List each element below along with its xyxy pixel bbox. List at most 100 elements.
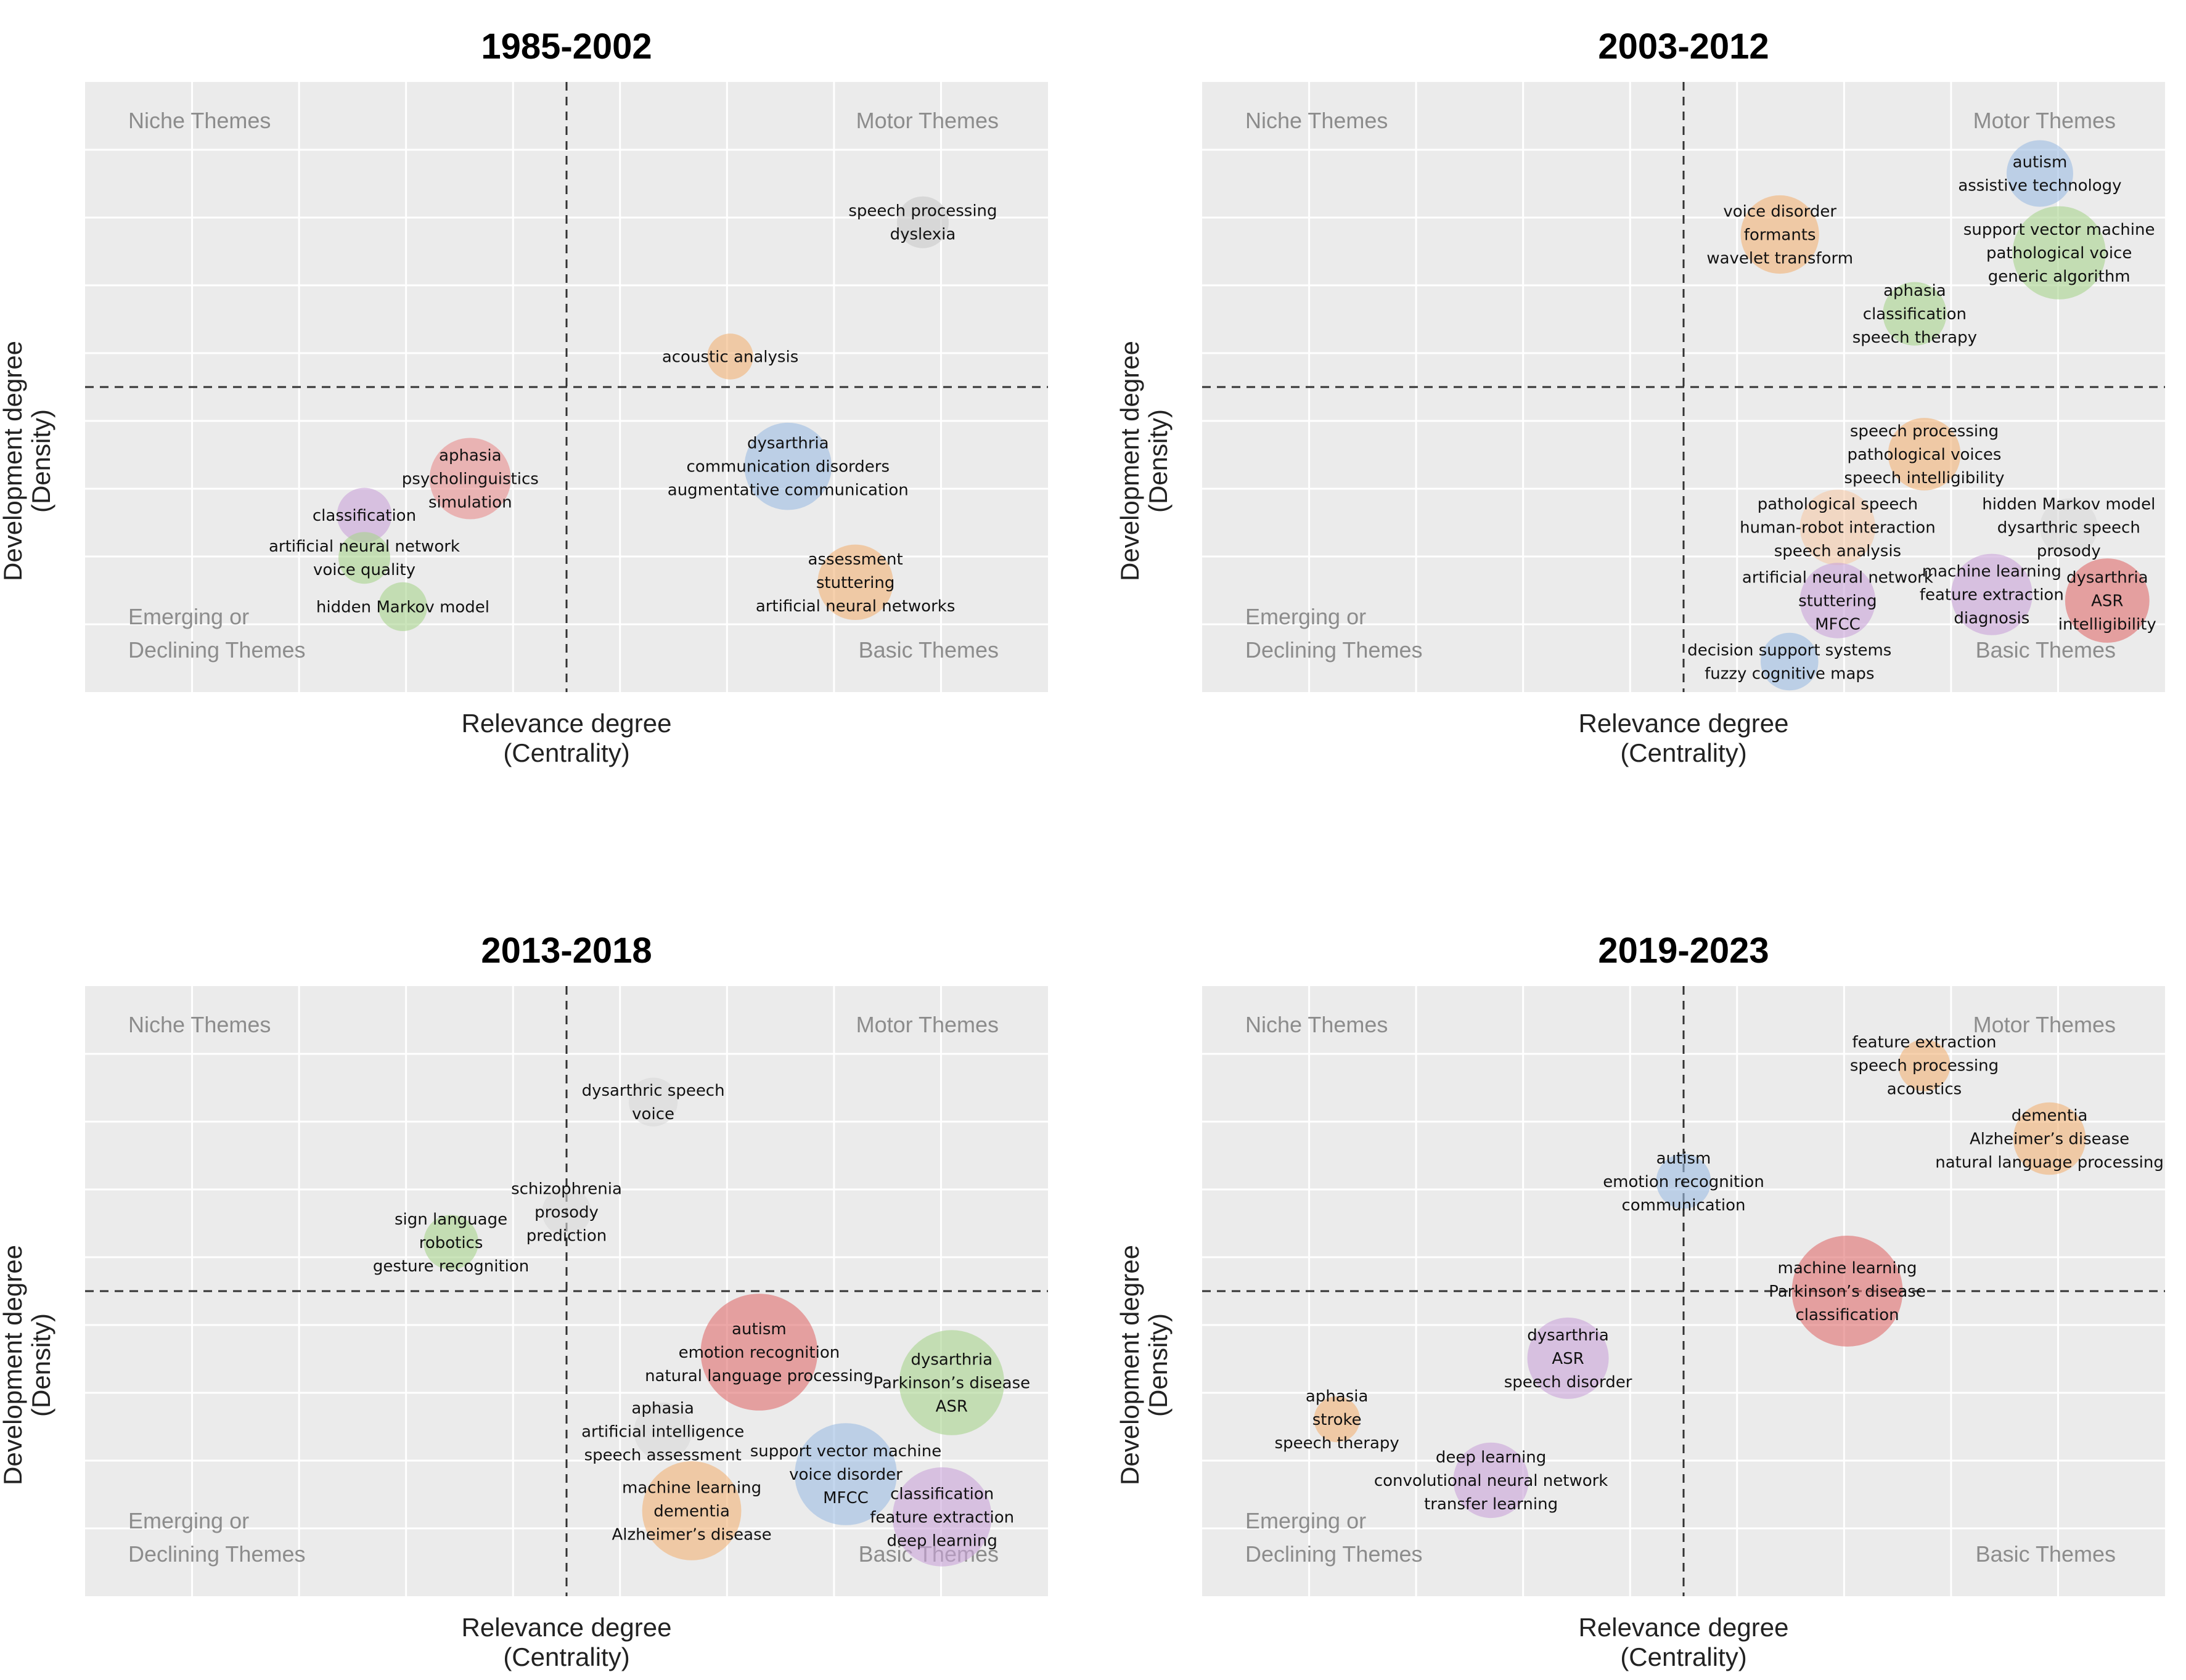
cluster-label: speech assessment <box>584 1446 742 1465</box>
cluster-label: autism <box>2013 153 2068 172</box>
cluster-label: generic algorithm <box>1988 267 2131 286</box>
quadrant-label-bottom-right: Basic Themes <box>1976 637 2116 663</box>
x-axis-label: Relevance degree <box>462 1613 672 1642</box>
x-axis-label: Relevance degree <box>1579 709 1789 738</box>
cluster-label: convolutional neural network <box>1374 1472 1608 1490</box>
cluster-label: prosody <box>2037 542 2101 561</box>
cluster-label: emotion recognition <box>1603 1173 1764 1191</box>
quadrant-label-bottom-left: Declining Themes <box>128 1541 305 1567</box>
cluster-label: dysarthria <box>2066 569 2148 587</box>
cluster-label: dysarthria <box>911 1351 993 1369</box>
cluster-label: wavelet transform <box>1706 250 1853 268</box>
quadrant-label-bottom-right: Basic Themes <box>859 637 999 663</box>
chart-title: 2003-2012 <box>1598 27 1769 67</box>
cluster-label: speech therapy <box>1852 328 1977 347</box>
cluster-label: formants <box>1744 226 1816 245</box>
cluster-label: transfer learning <box>1424 1495 1558 1514</box>
cluster-label: deep learning <box>1436 1448 1546 1467</box>
cluster-label: support vector machine <box>750 1442 942 1461</box>
cluster-label: feature extraction <box>1920 586 2064 605</box>
cluster-bubble <box>1791 1236 1903 1347</box>
cluster-label: dementia <box>2012 1107 2088 1125</box>
cluster-bubble <box>424 1215 478 1270</box>
y-axis-label: (Density) <box>1144 409 1173 513</box>
cluster-label: voice disorder <box>1723 203 1836 221</box>
cluster-label: speech processing <box>1850 1057 1999 1075</box>
cluster-bubble <box>1951 553 2032 635</box>
cluster-label: Parkinson’s disease <box>873 1374 1030 1393</box>
cluster-bubble <box>744 422 832 510</box>
cluster-bubble <box>542 1187 591 1236</box>
x-axis-label: (Centrality) <box>1620 738 1746 767</box>
cluster-label: decision support systems <box>1687 642 1891 660</box>
cluster-label: dysarthric speech <box>1997 519 2140 537</box>
cluster-bubble <box>1799 489 1876 565</box>
cluster-bubble <box>2040 498 2098 557</box>
cluster-bubble <box>2013 1102 2086 1175</box>
x-axis-label: (Centrality) <box>1620 1642 1746 1671</box>
cluster-label: hidden Markov model <box>316 598 489 616</box>
cluster-label: machine learning <box>1922 563 2061 581</box>
cluster-label: speech therapy <box>1275 1434 1399 1453</box>
quadrant-label-bottom-left: Emerging or <box>1245 1508 1366 1533</box>
cluster-bubble <box>1740 195 1819 274</box>
cluster-label: classification <box>1863 305 1967 324</box>
chart-title: 1985-2002 <box>481 27 652 67</box>
cluster-bubble <box>1527 1317 1609 1399</box>
cluster-label: feature extraction <box>870 1508 1014 1527</box>
cluster-label: artificial neural networks <box>756 597 956 616</box>
panel-0: 1985-2002 Niche Themes Motor Themes Emergin… <box>0 27 1048 767</box>
cluster-bubble <box>378 582 428 631</box>
cluster-label: speech analysis <box>1774 542 1901 561</box>
cluster-label: dysarthria <box>1527 1326 1609 1345</box>
chart-title: 2019-2023 <box>1598 931 1769 971</box>
quadrant-label-bottom-left: Emerging or <box>1245 604 1366 629</box>
cluster-bubble <box>1799 563 1876 638</box>
cluster-bubble <box>707 333 753 380</box>
cluster-label: Alzheimer’s disease <box>1970 1130 2129 1149</box>
cluster-label: human-robot interaction <box>1740 519 1936 537</box>
cluster-label: artificial intelligence <box>581 1423 744 1441</box>
cluster-label: hidden Markov model <box>1982 495 2155 514</box>
cluster-label: intelligibility <box>2058 616 2156 634</box>
cluster-label: dyslexia <box>890 226 956 244</box>
cluster-bubble <box>634 1402 692 1461</box>
cluster-bubble <box>429 438 511 520</box>
cluster-label: voice <box>632 1105 674 1123</box>
cluster-label: fuzzy cognitive maps <box>1705 665 1874 683</box>
cluster-label: dysarthric speech <box>582 1082 725 1100</box>
cluster-label: artificial neural network <box>269 537 460 556</box>
cluster-label: classification <box>890 1485 994 1503</box>
x-axis-label: Relevance degree <box>462 709 672 738</box>
cluster-bubble <box>896 196 949 248</box>
cluster-label: dementia <box>653 1502 730 1520</box>
cluster-label: machine learning <box>622 1478 761 1497</box>
cluster-label: voice disorder <box>789 1466 903 1484</box>
quadrant-label-top-right: Motor Themes <box>1973 1012 2116 1037</box>
cluster-label: pathological speech <box>1758 495 1918 514</box>
cluster-label: MFCC <box>1815 616 1861 634</box>
cluster-label: MFCC <box>823 1489 869 1507</box>
cluster-label: aphasia <box>1883 282 1946 300</box>
cluster-bubble <box>2006 140 2073 207</box>
cluster-label: simulation <box>428 494 512 512</box>
panel-2: 2013-2018 Niche Themes Motor Themes Emergin… <box>0 931 1048 1671</box>
cluster-label: speech disorder <box>1504 1373 1632 1392</box>
cluster-bubble <box>795 1423 897 1525</box>
cluster-label: stuttering <box>816 574 895 592</box>
cluster-label: speech intelligibility <box>1844 469 2004 487</box>
cluster-label: natural language processing <box>645 1367 874 1385</box>
cluster-label: emotion recognition <box>679 1344 840 1362</box>
cluster-label: voice quality <box>313 561 416 579</box>
cluster-label: assessment <box>808 550 903 569</box>
quadrant-label-top-left: Niche Themes <box>1245 1012 1388 1037</box>
cluster-bubble <box>337 487 392 543</box>
cluster-bubble <box>1888 418 1961 491</box>
cluster-bubble <box>1314 1396 1360 1443</box>
y-axis-label: (Density) <box>27 1313 55 1417</box>
cluster-label: sign language <box>395 1210 507 1229</box>
cluster-label: communication <box>1621 1196 1745 1215</box>
cluster-label: pathological voice <box>1986 244 2132 263</box>
panel-1: 2003-2012 Niche Themes Motor Themes Emergin… <box>1115 27 2165 767</box>
